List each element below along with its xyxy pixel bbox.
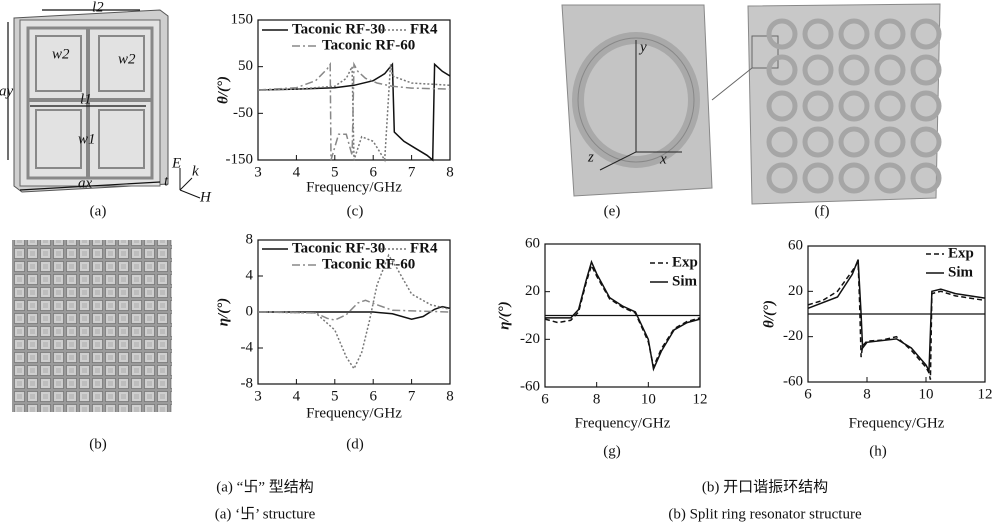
panel-label: (f): [815, 203, 830, 219]
y-axis-label: η/(°): [496, 301, 512, 329]
panel-label: (a): [90, 203, 107, 219]
label: E: [171, 155, 181, 171]
y-tick-label: -20: [520, 331, 540, 347]
caption: (b) Split ring resonator structure: [668, 506, 862, 522]
label: w2: [52, 46, 70, 62]
structure-a: l2 w2 w2 ay l1 w1 ax E k H t: [0, 0, 212, 205]
panel-label: (h): [869, 443, 887, 459]
y-tick-label: -60: [520, 378, 540, 394]
label: w1: [78, 131, 96, 147]
legend-label: Taconic RF-30: [292, 240, 385, 256]
x-tick-label: 12: [978, 386, 993, 402]
label: ax: [78, 175, 93, 191]
y-tick-label: 0: [246, 303, 254, 319]
x-tick-label: 6: [541, 391, 549, 407]
label: w2: [118, 51, 136, 67]
y-tick-label: 20: [788, 283, 803, 299]
srr-array: [712, 4, 940, 204]
label: ay: [0, 83, 14, 99]
x-tick-label: 8: [863, 386, 871, 402]
legend-label: Taconic RF-30: [292, 21, 385, 37]
axis-label: x: [659, 151, 667, 167]
x-tick-label: 12: [693, 391, 708, 407]
caption: (a) ‘卐’ structure: [215, 505, 316, 522]
y-axis-label: η/(°): [215, 298, 231, 326]
legend-label: Exp: [948, 245, 974, 261]
caption: (a) “卐” 型结构: [216, 478, 313, 495]
x-tick-label: 6: [369, 388, 377, 404]
y-axis-label: θ/(°): [761, 300, 777, 328]
label: l2: [92, 0, 104, 15]
y-tick-label: 150: [231, 11, 254, 27]
panel-label: (g): [603, 443, 621, 459]
label: k: [192, 163, 199, 179]
x-tick-label: 4: [293, 388, 301, 404]
y-tick-label: -50: [233, 105, 253, 121]
x-tick-label: 8: [446, 164, 454, 180]
axis-label: y: [638, 39, 647, 55]
legend-label: Sim: [672, 273, 698, 289]
y-tick-label: 60: [788, 237, 803, 253]
x-tick-label: 7: [408, 388, 416, 404]
axis-label: z: [587, 149, 594, 165]
x-axis-label: Frequency/GHz: [306, 179, 402, 195]
figure: l2 w2 w2 ay l1 w1 ax E k H t y z x 3 4 5 6 7…: [0, 0, 995, 527]
srr-unit: y z x: [562, 5, 712, 196]
x-axis-label: Frequency/GHz: [575, 415, 671, 431]
y-tick-label: 8: [246, 231, 254, 247]
y-tick-label: 50: [238, 58, 253, 74]
x-tick-label: 10: [919, 386, 934, 402]
label: l1: [80, 91, 92, 107]
x-tick-label: 5: [331, 388, 339, 404]
panel-label: (c): [347, 203, 364, 219]
y-axis-label: θ/(°): [215, 76, 231, 104]
x-tick-label: 7: [408, 164, 416, 180]
x-tick-label: 10: [641, 391, 656, 407]
x-axis-label: Frequency/GHz: [849, 415, 945, 431]
series-line: [258, 64, 450, 160]
y-tick-label: -150: [226, 151, 254, 167]
panel-label: (d): [346, 436, 364, 452]
x-tick-label: 8: [593, 391, 601, 407]
y-tick-label: -8: [241, 375, 254, 391]
caption: (b) 开口谐振环结构: [702, 478, 828, 495]
x-tick-label: 6: [369, 164, 377, 180]
x-tick-label: 6: [804, 386, 812, 402]
legend-label: Sim: [948, 264, 974, 280]
y-tick-label: 60: [525, 235, 540, 251]
legend-label: FR4: [410, 240, 438, 256]
x-axis-label: Frequency/GHz: [306, 405, 402, 421]
x-tick-label: 3: [254, 164, 262, 180]
y-tick-label: 4: [246, 267, 254, 283]
legend-label: Taconic RF-60: [322, 256, 415, 272]
x-tick-label: 3: [254, 388, 262, 404]
legend-label: Taconic RF-60: [322, 37, 415, 53]
x-tick-label: 5: [331, 164, 339, 180]
y-tick-label: -60: [783, 373, 803, 389]
legend-label: Exp: [672, 254, 698, 270]
y-tick-label: -20: [783, 328, 803, 344]
x-tick-label: 8: [446, 388, 454, 404]
panel-label: (b): [89, 436, 107, 452]
panel-label: (e): [604, 203, 621, 219]
y-tick-label: -4: [241, 339, 254, 355]
label: H: [199, 189, 212, 205]
periodic-array: [12, 240, 172, 412]
y-tick-label: 20: [525, 283, 540, 299]
legend-label: FR4: [410, 21, 438, 37]
x-tick-label: 4: [293, 164, 301, 180]
